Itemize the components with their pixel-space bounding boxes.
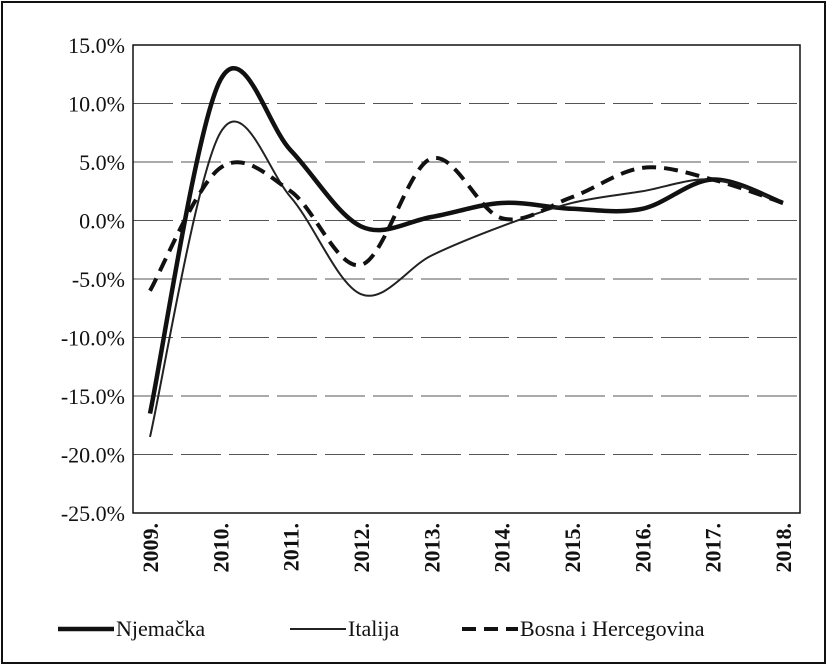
y-tick-label: 0.0%: [79, 209, 125, 234]
plot-area: [132, 44, 801, 514]
x-tick-label: 2012.: [349, 523, 374, 573]
y-tick-label: -5.0%: [72, 267, 125, 292]
y-tick-label: 5.0%: [79, 150, 125, 175]
x-tick-label: 2009.: [138, 523, 163, 573]
legend-label: Italija: [348, 616, 400, 641]
x-tick-label: 2016.: [630, 523, 655, 573]
x-tick-label: 2010.: [208, 523, 233, 573]
x-tick-label: 2015.: [560, 523, 585, 573]
legend-label: Njemačka: [116, 616, 205, 641]
y-tick-label: -25.0%: [61, 501, 125, 526]
x-tick-label: 2011.: [279, 523, 304, 571]
y-tick-label: 10.0%: [68, 92, 125, 117]
series-line: [149, 120, 784, 438]
x-tick-label: 2018.: [771, 523, 796, 573]
legend-label: Bosna i Hercegovina: [520, 616, 705, 641]
x-tick-label: 2013.: [419, 523, 444, 573]
y-tick-label: -20.0%: [61, 443, 125, 468]
series-line: [147, 66, 784, 415]
series-line: [148, 155, 784, 292]
x-tick-label: 2014.: [490, 523, 515, 573]
x-tick-label: 2017.: [701, 523, 726, 573]
y-tick-label: 15.0%: [68, 33, 125, 58]
y-tick-label: -15.0%: [61, 384, 125, 409]
y-tick-label: -10.0%: [61, 326, 125, 351]
